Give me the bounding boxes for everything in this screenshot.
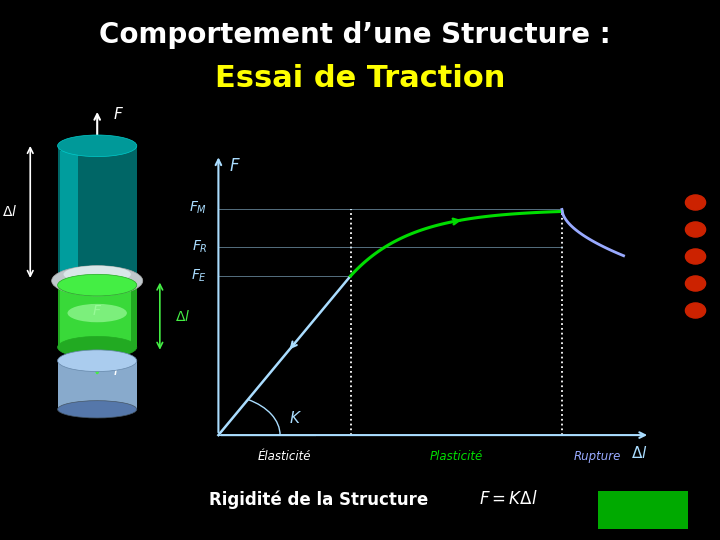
Text: $F$: $F$ [113, 106, 124, 123]
Text: $F_M$: $F_M$ [189, 200, 207, 216]
Bar [60, 151, 78, 273]
Ellipse shape [58, 135, 137, 157]
FancyBboxPatch shape [598, 491, 688, 529]
Text: Comportement d’une Structure :: Comportement d’une Structure : [99, 21, 621, 49]
Text: $\Delta l$: $\Delta l$ [175, 309, 191, 323]
Text: $F_R$: $F_R$ [192, 239, 207, 255]
Ellipse shape [68, 304, 127, 322]
Bar [60, 288, 131, 345]
Text: Plasticité: Plasticité [430, 450, 483, 463]
Text: MENU: MENU [621, 504, 663, 517]
Bar [58, 361, 137, 409]
Text: $F$: $F$ [230, 157, 241, 176]
Text: $F$: $F$ [92, 304, 102, 318]
Bar [58, 285, 137, 347]
Text: $F$: $F$ [113, 362, 124, 379]
Circle shape [685, 222, 706, 237]
Bar [58, 146, 137, 278]
Text: $\Delta l$: $\Delta l$ [2, 205, 18, 219]
Ellipse shape [58, 350, 137, 372]
Text: $F_E$: $F_E$ [192, 268, 207, 284]
Ellipse shape [58, 267, 137, 289]
Ellipse shape [58, 274, 137, 296]
Ellipse shape [52, 266, 143, 296]
Text: $K$: $K$ [289, 410, 302, 426]
Circle shape [685, 249, 706, 264]
Text: Essai de Traction: Essai de Traction [215, 64, 505, 93]
Circle shape [685, 303, 706, 318]
Circle shape [685, 195, 706, 210]
Ellipse shape [58, 336, 137, 358]
Text: Rupture: Rupture [573, 450, 621, 463]
Ellipse shape [58, 401, 137, 418]
Text: $\Delta l$: $\Delta l$ [631, 445, 648, 461]
Circle shape [685, 276, 706, 291]
Text: Élasticité: Élasticité [258, 450, 311, 463]
Text: $F=K\Delta l$: $F=K\Delta l$ [479, 490, 538, 509]
Text: Rigidité de la Structure: Rigidité de la Structure [209, 490, 433, 509]
Ellipse shape [63, 266, 131, 283]
